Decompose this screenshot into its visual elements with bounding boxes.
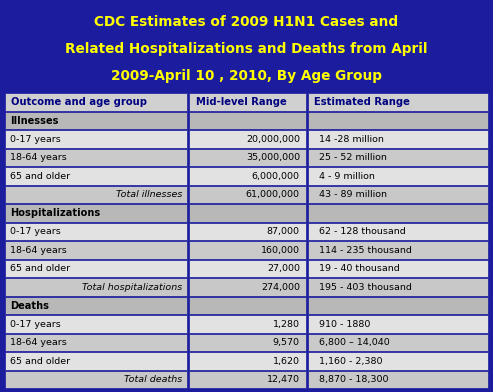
Text: 8,870 - 18,300: 8,870 - 18,300 bbox=[319, 375, 389, 384]
Bar bbox=[189, 186, 306, 203]
Bar bbox=[189, 112, 306, 129]
Text: 20,000,000: 20,000,000 bbox=[246, 134, 300, 143]
Bar bbox=[308, 131, 488, 148]
Text: 1,280: 1,280 bbox=[273, 319, 300, 328]
Bar bbox=[308, 167, 488, 185]
Bar bbox=[5, 297, 187, 314]
Text: Total deaths: Total deaths bbox=[124, 375, 182, 384]
Bar bbox=[5, 352, 187, 370]
Text: 62 - 128 thousand: 62 - 128 thousand bbox=[319, 227, 406, 236]
Text: Total illnesses: Total illnesses bbox=[116, 190, 182, 199]
Text: 19 - 40 thousand: 19 - 40 thousand bbox=[319, 264, 400, 273]
Text: 18-64 years: 18-64 years bbox=[10, 338, 67, 347]
Bar bbox=[189, 223, 306, 240]
Bar bbox=[5, 278, 187, 296]
Bar bbox=[5, 260, 187, 277]
Text: Total hospitalizations: Total hospitalizations bbox=[82, 283, 182, 292]
Bar bbox=[189, 131, 306, 148]
Text: 14 -28 million: 14 -28 million bbox=[319, 134, 384, 143]
Text: 12,470: 12,470 bbox=[267, 375, 300, 384]
Bar bbox=[308, 334, 488, 351]
Text: 9,570: 9,570 bbox=[273, 338, 300, 347]
Text: 65 and older: 65 and older bbox=[10, 172, 70, 181]
Text: Estimated Range: Estimated Range bbox=[315, 97, 410, 107]
Text: Hospitalizations: Hospitalizations bbox=[10, 208, 100, 218]
Bar bbox=[5, 131, 187, 148]
Bar bbox=[5, 205, 187, 222]
Bar bbox=[308, 112, 488, 129]
Bar bbox=[308, 278, 488, 296]
Bar bbox=[189, 94, 306, 111]
Text: 25 - 52 million: 25 - 52 million bbox=[319, 153, 387, 162]
Bar bbox=[5, 167, 187, 185]
Text: 43 - 89 million: 43 - 89 million bbox=[319, 190, 387, 199]
Bar bbox=[189, 278, 306, 296]
Text: 18-64 years: 18-64 years bbox=[10, 153, 67, 162]
Bar bbox=[189, 149, 306, 166]
Text: 6,000,000: 6,000,000 bbox=[252, 172, 300, 181]
Bar bbox=[189, 334, 306, 351]
Bar bbox=[308, 352, 488, 370]
Text: 910 - 1880: 910 - 1880 bbox=[319, 319, 371, 328]
Bar bbox=[189, 297, 306, 314]
Text: Related Hospitalizations and Deaths from April: Related Hospitalizations and Deaths from… bbox=[65, 42, 428, 56]
Text: 1,620: 1,620 bbox=[273, 357, 300, 366]
Text: 4 - 9 million: 4 - 9 million bbox=[319, 172, 375, 181]
Text: 27,000: 27,000 bbox=[267, 264, 300, 273]
Bar bbox=[189, 316, 306, 333]
Text: 35,000,000: 35,000,000 bbox=[246, 153, 300, 162]
Bar bbox=[308, 186, 488, 203]
Bar bbox=[308, 260, 488, 277]
Bar bbox=[308, 94, 488, 111]
Text: 6,800 – 14,040: 6,800 – 14,040 bbox=[319, 338, 390, 347]
Text: 0-17 years: 0-17 years bbox=[10, 134, 61, 143]
Bar bbox=[308, 316, 488, 333]
Bar bbox=[5, 112, 187, 129]
Text: 61,000,000: 61,000,000 bbox=[246, 190, 300, 199]
Text: 18-64 years: 18-64 years bbox=[10, 246, 67, 255]
Bar bbox=[189, 205, 306, 222]
Text: 87,000: 87,000 bbox=[267, 227, 300, 236]
Bar bbox=[5, 371, 187, 388]
Bar bbox=[5, 94, 187, 111]
Bar bbox=[189, 260, 306, 277]
Bar bbox=[189, 241, 306, 259]
Text: 0-17 years: 0-17 years bbox=[10, 319, 61, 328]
Text: Illnesses: Illnesses bbox=[10, 116, 58, 126]
Text: 1,160 - 2,380: 1,160 - 2,380 bbox=[319, 357, 383, 366]
Bar bbox=[308, 241, 488, 259]
Text: 160,000: 160,000 bbox=[261, 246, 300, 255]
Bar bbox=[189, 352, 306, 370]
Text: 0-17 years: 0-17 years bbox=[10, 227, 61, 236]
Text: Outcome and age group: Outcome and age group bbox=[11, 97, 147, 107]
Bar bbox=[5, 241, 187, 259]
Bar bbox=[189, 371, 306, 388]
Text: Deaths: Deaths bbox=[10, 301, 49, 310]
Bar bbox=[5, 186, 187, 203]
Bar bbox=[308, 297, 488, 314]
Bar bbox=[5, 223, 187, 240]
Bar bbox=[308, 149, 488, 166]
Bar bbox=[308, 205, 488, 222]
Text: Mid-level Range: Mid-level Range bbox=[196, 97, 286, 107]
Bar bbox=[5, 334, 187, 351]
Bar bbox=[308, 223, 488, 240]
Text: 65 and older: 65 and older bbox=[10, 357, 70, 366]
Text: 274,000: 274,000 bbox=[261, 283, 300, 292]
Text: 114 - 235 thousand: 114 - 235 thousand bbox=[319, 246, 412, 255]
Bar bbox=[308, 371, 488, 388]
Text: 2009-April 10 , 2010, By Age Group: 2009-April 10 , 2010, By Age Group bbox=[111, 69, 382, 83]
Bar bbox=[5, 149, 187, 166]
Bar bbox=[5, 316, 187, 333]
Text: 195 - 403 thousand: 195 - 403 thousand bbox=[319, 283, 412, 292]
Text: 65 and older: 65 and older bbox=[10, 264, 70, 273]
Bar bbox=[189, 167, 306, 185]
Text: CDC Estimates of 2009 H1N1 Cases and: CDC Estimates of 2009 H1N1 Cases and bbox=[95, 15, 398, 29]
